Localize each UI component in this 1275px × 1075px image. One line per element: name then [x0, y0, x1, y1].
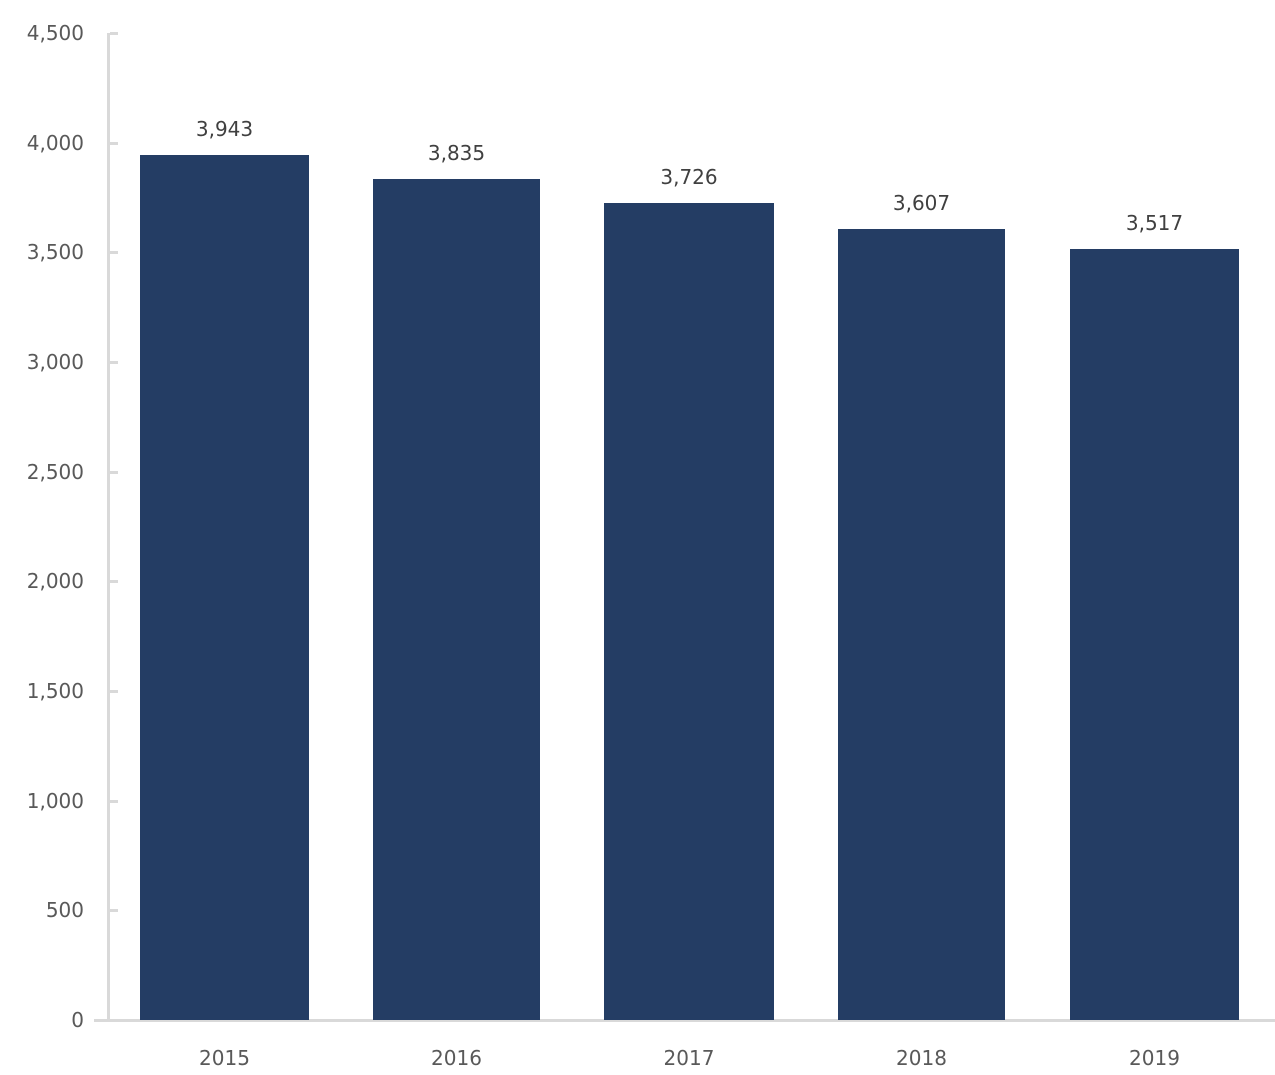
y-tick-label: 0: [71, 1008, 84, 1032]
x-tick-label: 2016: [431, 1046, 482, 1070]
y-tick-mark: [110, 1019, 118, 1022]
bar-value-label: 3,726: [660, 164, 718, 189]
bar-value-label: 3,517: [1125, 210, 1184, 235]
bar-value-label: 3,835: [427, 140, 486, 165]
y-tick-mark: [110, 361, 118, 364]
bar-2015: [140, 155, 309, 1020]
y-tick-mark: [110, 470, 118, 474]
y-tick-mark: [110, 690, 118, 693]
y-tick-label: 1,000: [26, 788, 84, 813]
x-tick-label: 2017: [663, 1046, 715, 1070]
y-tick-label: 3,000: [26, 350, 84, 374]
y-tick-mark: [110, 580, 118, 584]
x-axis-line: [94, 1019, 1275, 1022]
y-axis-line: [107, 33, 110, 1022]
y-tick-label: 2,000: [26, 569, 84, 594]
y-tick-label: 2,500: [26, 459, 84, 484]
y-tick-mark: [110, 909, 118, 913]
y-tick-label: 4,500: [26, 21, 84, 45]
bar-2018: [838, 228, 1005, 1020]
y-tick-mark: [110, 32, 118, 35]
bar-value-label: 3,943: [195, 117, 254, 142]
bar-value-label: 3,607: [892, 190, 951, 215]
y-tick-label: 4,000: [26, 130, 84, 155]
bar-2016: [373, 178, 540, 1020]
bar-2017: [604, 202, 774, 1020]
y-tick-label: 3,500: [26, 240, 84, 265]
y-tick-label: 500: [45, 898, 84, 923]
x-tick-label: 2015: [199, 1046, 250, 1070]
y-tick-mark: [110, 251, 118, 255]
x-tick-label: 2019: [1129, 1046, 1180, 1070]
y-tick-label: 1,500: [26, 679, 84, 703]
x-tick-label: 2018: [896, 1046, 947, 1070]
bar-2019: [1070, 248, 1239, 1020]
y-tick-mark: [110, 141, 118, 145]
y-tick-mark: [110, 799, 118, 803]
